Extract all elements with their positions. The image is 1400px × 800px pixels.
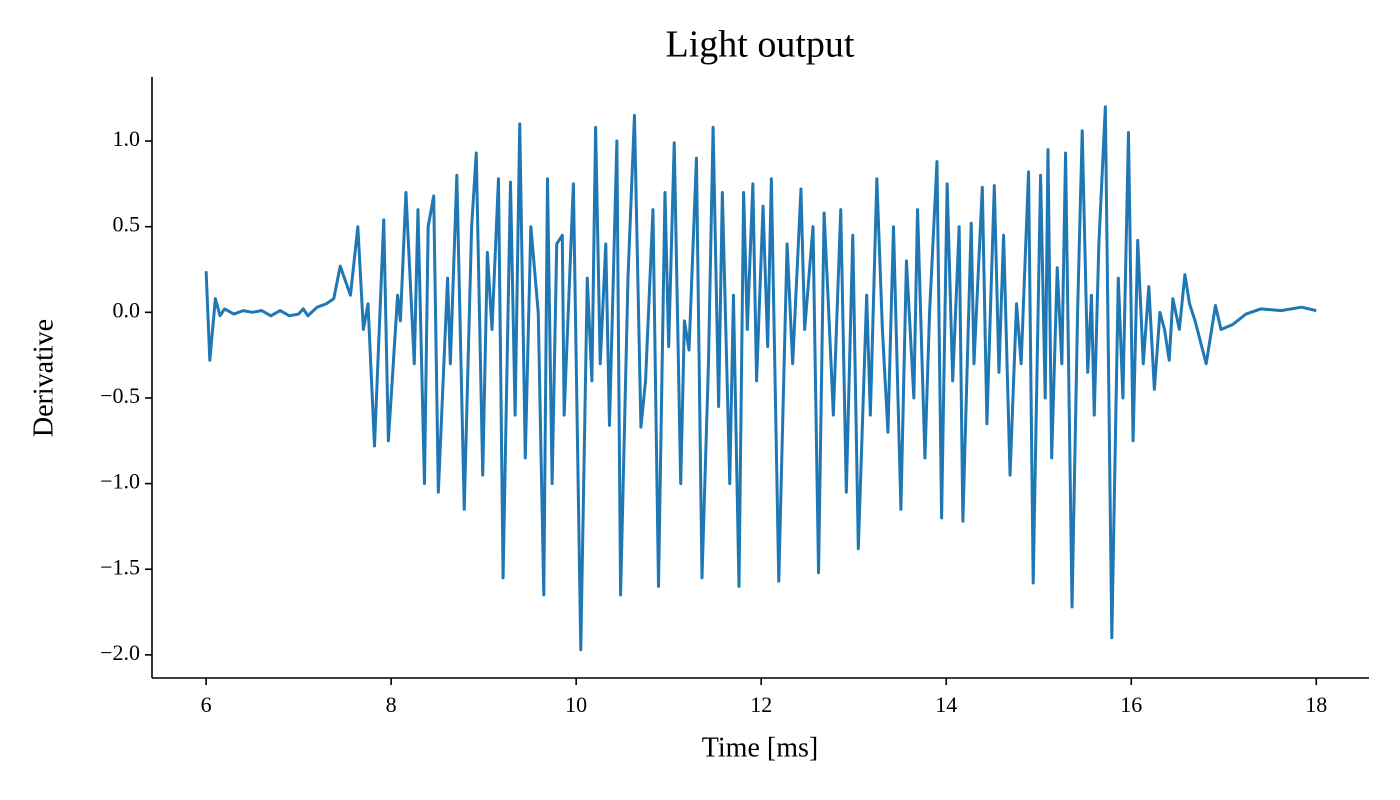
x-tick-label: 12: [750, 692, 772, 717]
x-tick-label: 16: [1120, 692, 1142, 717]
x-tick-label: 8: [386, 692, 397, 717]
y-tick-label: −1.5: [100, 554, 140, 579]
x-tick-label: 18: [1305, 692, 1327, 717]
y-tick-label: 0.0: [113, 297, 141, 322]
x-tick-label: 10: [565, 692, 587, 717]
y-tick-label: −0.5: [100, 383, 140, 408]
y-tick-label: −2.0: [100, 640, 140, 665]
y-tick-label: 1.0: [113, 126, 141, 151]
chart-title: Light output: [666, 24, 855, 66]
y-tick-label: 0.5: [113, 212, 141, 237]
data-line: [204, 105, 1317, 652]
y-tick-label: −1.0: [100, 469, 140, 494]
y-axis-label: Derivative: [28, 319, 59, 437]
x-tick-label: 14: [935, 692, 957, 717]
x-axis-label: Time [ms]: [702, 732, 818, 763]
x-tick-label: 6: [201, 692, 212, 717]
